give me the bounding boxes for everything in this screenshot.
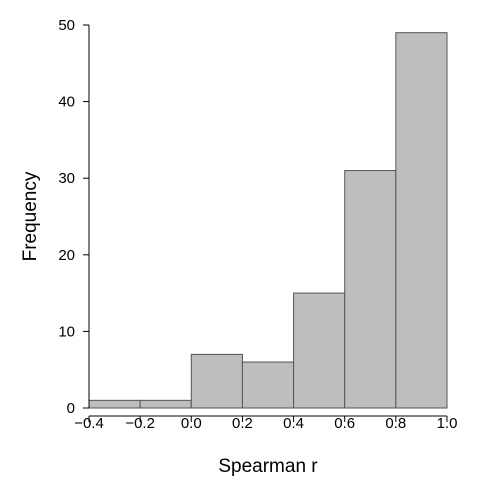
histogram-bar-2: [190, 353, 243, 409]
x-ticks-group: −0.4 −0.2 0.0 0.2 0.4 0.6 0.8 1.0: [74, 415, 457, 432]
y-tick-label: 40: [58, 94, 75, 111]
x-axis-title: Spearman r: [218, 456, 318, 477]
x-tick-label: 0.6: [334, 415, 355, 432]
y-tick-label: 10: [58, 323, 75, 340]
y-ticks-group: 0 10 20 30 40 50: [58, 17, 89, 417]
histogram-bar-3: [241, 361, 295, 409]
y-tick-label: 0: [67, 400, 75, 417]
x-tick-label: −0.2: [125, 415, 155, 432]
y-tick-label: 50: [58, 17, 75, 34]
histogram-bar-1: [139, 399, 192, 409]
x-tick-label: 1.0: [437, 415, 458, 432]
x-tick-label: 0.0: [181, 415, 202, 432]
bars-group: [88, 32, 448, 409]
histogram-bar-6: [395, 32, 448, 409]
x-tick-label: 0.2: [232, 415, 253, 432]
histogram-bar-5: [344, 170, 397, 409]
x-tick-label: 0.4: [283, 415, 304, 432]
histogram-bar-0: [88, 399, 141, 409]
x-tick-label: 0.8: [385, 415, 406, 432]
y-tick-label: 20: [58, 247, 75, 264]
histogram-bar-4: [293, 292, 346, 409]
y-axis-title: Frequency: [20, 171, 41, 261]
y-tick-label: 30: [58, 170, 75, 187]
x-tick-label: −0.4: [74, 415, 104, 432]
